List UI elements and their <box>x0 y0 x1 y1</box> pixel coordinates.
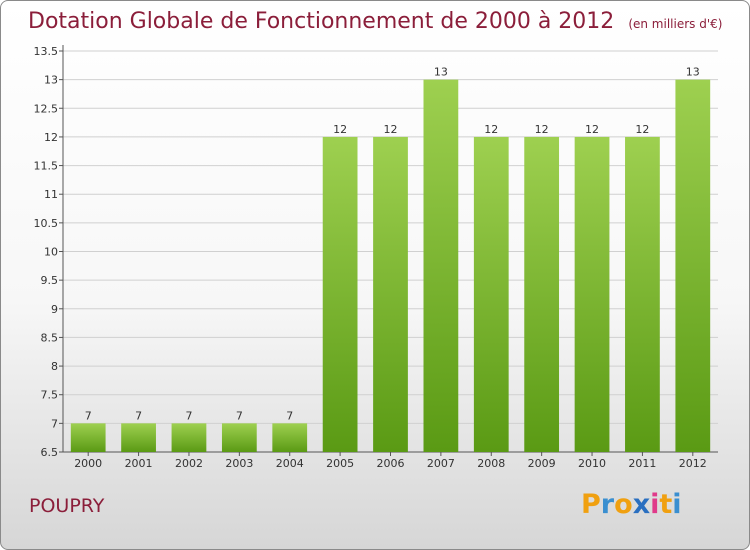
x-tick-label-2002: 2002 <box>175 457 203 470</box>
chart-title-text: Dotation Globale de Fonctionnement de 20… <box>28 9 615 34</box>
bar-2004 <box>272 423 308 452</box>
logo-letter: x <box>632 489 651 520</box>
x-tick-label-2011: 2011 <box>628 457 656 470</box>
y-tick-label: 8 <box>51 360 58 373</box>
y-tick-label: 8.5 <box>41 331 59 344</box>
proxiti-logo: Proxiti <box>581 489 682 520</box>
x-tick-label-2007: 2007 <box>427 457 455 470</box>
bar-2005 <box>322 136 358 452</box>
logo-letter: i <box>650 489 660 520</box>
y-tick-label: 7 <box>51 417 58 430</box>
bar-2012 <box>675 79 711 453</box>
data-label-2003: 7 <box>236 409 243 422</box>
logo-letter: i <box>672 489 682 520</box>
data-label-2011: 12 <box>635 123 649 136</box>
x-tick-label-2006: 2006 <box>377 457 405 470</box>
bars <box>70 79 711 453</box>
logo-letter: o <box>614 489 633 520</box>
x-tick-label-2001: 2001 <box>125 457 153 470</box>
bar-2003 <box>221 423 257 452</box>
data-label-2005: 12 <box>333 123 347 136</box>
chart-subtitle: (en milliers d'€) <box>628 17 723 31</box>
bar-2009 <box>524 136 560 452</box>
bar-2008 <box>473 136 509 452</box>
y-tick-label: 12 <box>44 131 58 144</box>
data-label-2000: 7 <box>85 409 92 422</box>
data-label-2008: 12 <box>484 123 498 136</box>
y-tick-label: 9.5 <box>41 274 59 287</box>
data-label-2004: 7 <box>286 409 293 422</box>
bar-2011 <box>625 136 660 452</box>
data-label-2006: 12 <box>384 123 398 136</box>
x-tick-label-2004: 2004 <box>276 457 304 470</box>
y-tick-label: 12.5 <box>34 102 59 115</box>
bar-2006 <box>373 136 408 452</box>
y-tick-label: 6.5 <box>41 446 59 459</box>
data-label-2012: 13 <box>686 66 700 79</box>
commune-name: POUPRY <box>29 495 105 517</box>
bar-2002 <box>171 423 207 452</box>
x-tick-label-2003: 2003 <box>225 457 253 470</box>
bar-2000 <box>70 423 106 452</box>
bar-2010 <box>574 136 610 452</box>
y-tick-label: 11 <box>44 188 58 201</box>
y-tick-label: 10 <box>44 246 58 259</box>
data-label-2002: 7 <box>185 409 192 422</box>
logo-letter: r <box>600 489 615 520</box>
chart-title: Dotation Globale de Fonctionnement de 20… <box>28 9 722 34</box>
data-label-2001: 7 <box>135 409 142 422</box>
labels: 7 2000 7 2001 7 2002 7 2003 7 2004 12 2005 12 2006 13 2… <box>74 66 707 470</box>
x-tick-label-2000: 2000 <box>74 457 102 470</box>
logo-letter: t <box>659 489 673 520</box>
x-tick-label-2009: 2009 <box>528 457 556 470</box>
y-tick-label: 11.5 <box>34 160 59 173</box>
data-label-2010: 12 <box>585 123 599 136</box>
x-tick-label-2012: 2012 <box>679 457 707 470</box>
x-tick-label-2010: 2010 <box>578 457 606 470</box>
data-label-2009: 12 <box>535 123 549 136</box>
bar-2001 <box>121 423 156 452</box>
y-tick-label: 13 <box>44 74 58 87</box>
y-tick-label: 7.5 <box>41 389 59 402</box>
data-label-2007: 13 <box>434 66 448 79</box>
y-tick-label: 9 <box>51 303 58 316</box>
bar-2007 <box>423 79 459 453</box>
logo-letter: P <box>581 489 601 520</box>
x-tick-label-2005: 2005 <box>326 457 354 470</box>
y-tick-label: 10.5 <box>34 217 59 230</box>
x-tick-label-2008: 2008 <box>477 457 505 470</box>
y-tick-label: 13.5 <box>34 45 59 58</box>
